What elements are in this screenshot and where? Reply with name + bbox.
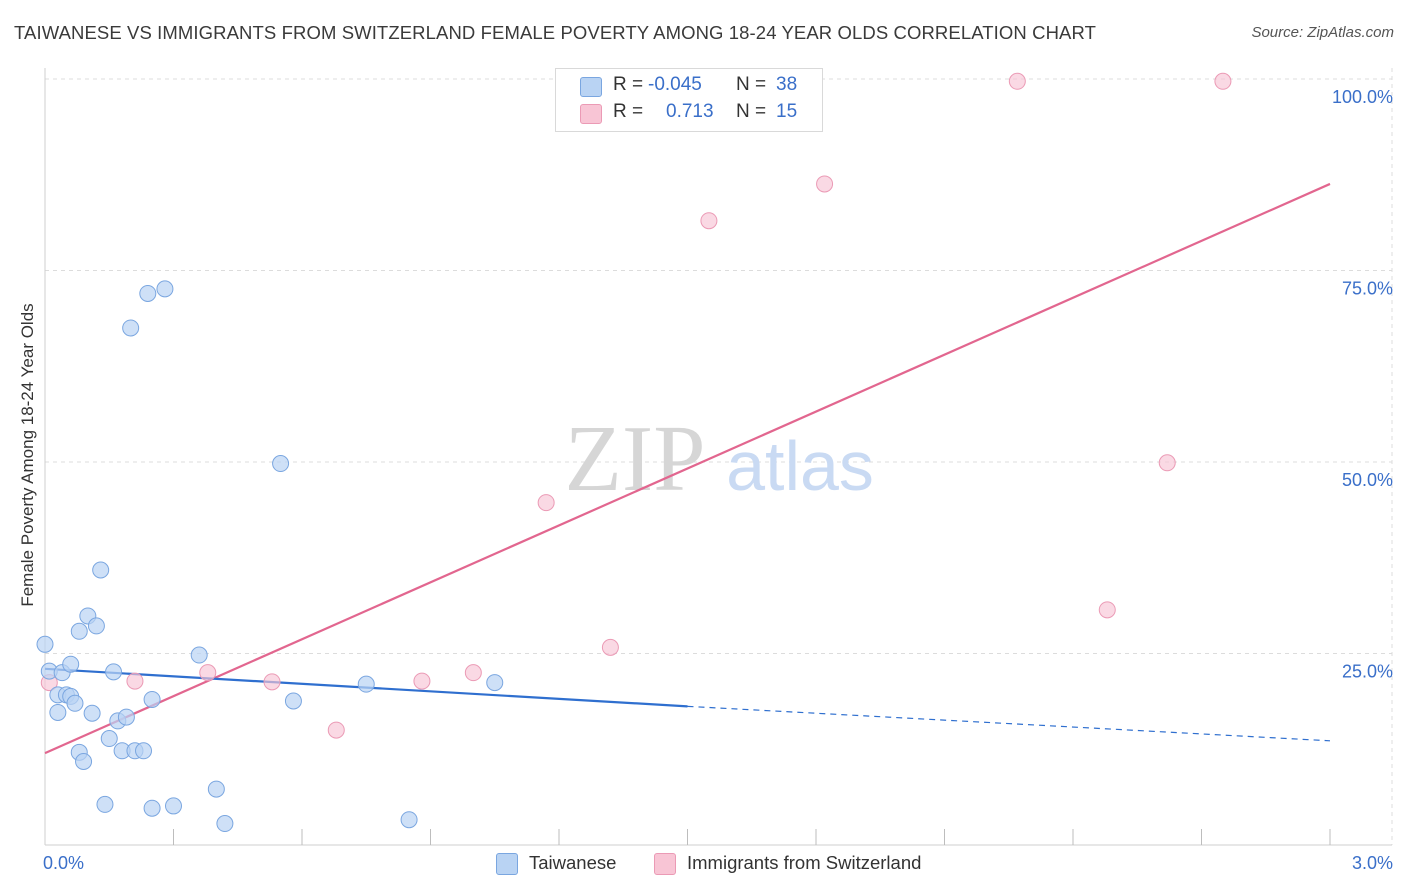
legend-r-value: 0.713 [666, 101, 714, 122]
watermark-atlas: atlas [726, 427, 874, 505]
y-tick-label: 50.0% [1342, 470, 1393, 490]
trend-line-switzerland [44, 182, 1331, 755]
point-taiwanese [83, 704, 101, 722]
axes [44, 68, 1392, 846]
point-taiwanese [207, 780, 225, 798]
point-taiwanese [62, 655, 80, 673]
point-switzerland [700, 212, 718, 230]
point-taiwanese [92, 561, 110, 579]
point-switzerland [816, 175, 834, 193]
source-label: Source: ZipAtlas.com [1251, 24, 1394, 41]
point-taiwanese [357, 675, 375, 693]
point-switzerland [1008, 72, 1026, 90]
point-taiwanese [49, 703, 67, 721]
point-switzerland [537, 494, 555, 512]
point-switzerland [126, 672, 144, 690]
point-taiwanese [165, 797, 182, 815]
point-taiwanese [143, 690, 161, 708]
point-taiwanese [66, 694, 84, 712]
point-switzerland [464, 664, 482, 682]
point-taiwanese [87, 617, 105, 635]
point-taiwanese [105, 663, 123, 681]
legend-r-value: -0.045 [648, 74, 702, 95]
legend-swatch-pink [654, 853, 676, 875]
legend-r-label: R = [613, 101, 644, 122]
point-switzerland [601, 638, 619, 656]
point-taiwanese [143, 799, 161, 817]
point-taiwanese [117, 708, 135, 726]
point-taiwanese [96, 795, 114, 813]
legend-n-label: N = [736, 74, 767, 95]
trend-lines [44, 182, 1331, 755]
watermark: ZIP atlas [565, 407, 874, 511]
y-tick-label: 100.0% [1332, 87, 1393, 107]
point-taiwanese [100, 730, 118, 748]
point-taiwanese [272, 455, 290, 473]
point-taiwanese [139, 284, 157, 302]
correlation-legend: R = -0.045 N = 38 R = 0.713 N = 15 [555, 68, 823, 132]
point-switzerland [1158, 454, 1176, 472]
x-tick-label-max: 3.0% [1352, 853, 1393, 873]
data-points [36, 72, 1232, 833]
watermark-zip: ZIP [565, 407, 706, 511]
point-taiwanese [216, 815, 234, 833]
y-tick-label: 25.0% [1342, 662, 1393, 682]
legend-n-label: N = [736, 101, 767, 122]
point-switzerland [327, 721, 345, 739]
point-taiwanese [70, 622, 88, 640]
point-switzerland [199, 664, 217, 682]
point-taiwanese [284, 692, 302, 710]
point-switzerland [1214, 72, 1232, 90]
point-taiwanese [36, 635, 54, 653]
chart-title: TAIWANESE VS IMMIGRANTS FROM SWITZERLAND… [14, 22, 1097, 43]
point-taiwanese [135, 742, 153, 760]
point-taiwanese [190, 646, 208, 664]
legend-r-label: R = [613, 74, 644, 95]
legend-label-switzerland: Immigrants from Switzerland [687, 852, 922, 873]
trend-line-taiwanese-extension [687, 705, 1331, 742]
legend-n-value: 15 [776, 101, 798, 122]
legend-swatch-blue [496, 853, 518, 875]
point-taiwanese [75, 753, 93, 771]
point-taiwanese [156, 280, 174, 298]
legend-swatch-pink [580, 104, 602, 124]
legend-n-value: 38 [776, 74, 798, 95]
point-taiwanese [122, 319, 140, 337]
x-tick-label-min: 0.0% [43, 853, 84, 873]
grid-lines [45, 68, 1393, 845]
point-switzerland [413, 672, 431, 690]
legend-swatch-blue [580, 77, 602, 97]
legend-label-taiwanese: Taiwanese [529, 852, 617, 873]
point-switzerland [263, 673, 281, 691]
y-tick-label: 75.0% [1342, 279, 1393, 299]
point-taiwanese [486, 674, 504, 692]
y-axis-label: Female Poverty Among 18-24 Year Olds [18, 303, 37, 607]
point-taiwanese [400, 811, 418, 829]
point-switzerland [1098, 601, 1116, 619]
tick-labels: 25.0% 50.0% 75.0% 100.0% 0.0% 3.0% [43, 87, 1393, 873]
